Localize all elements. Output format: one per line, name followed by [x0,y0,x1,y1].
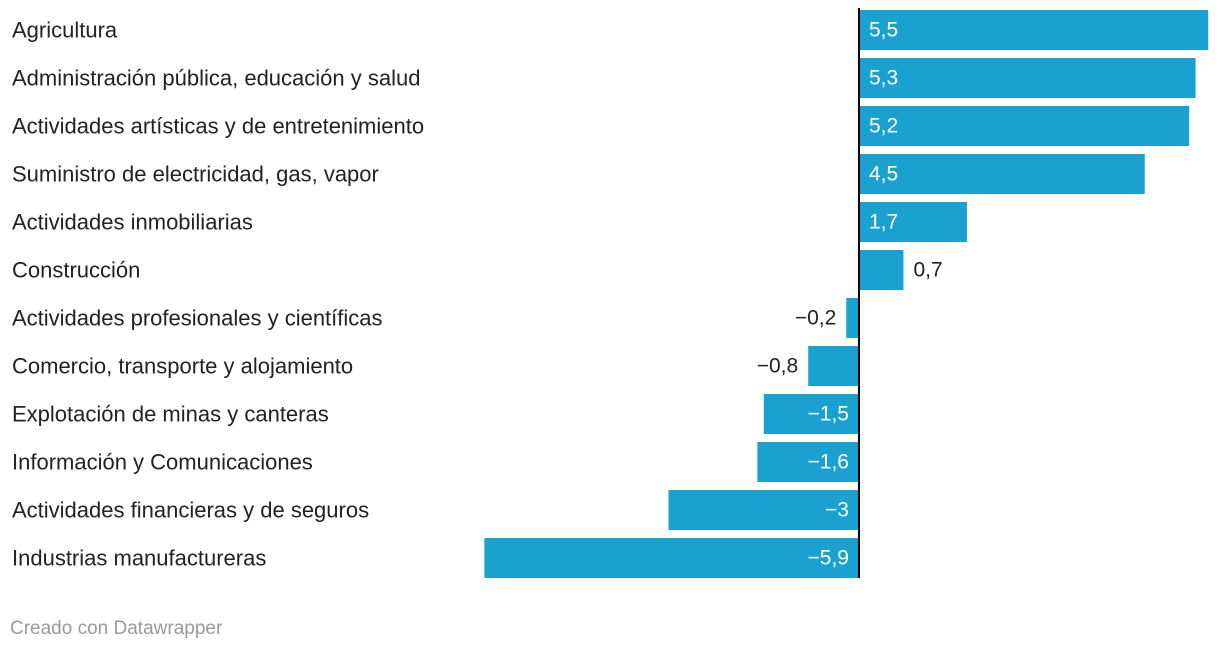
value-label: 1,7 [869,211,898,234]
bar [808,346,859,386]
bar [859,202,967,242]
value-label: 5,3 [869,67,898,90]
bar [859,250,904,290]
bar [859,10,1209,50]
bar [668,490,859,530]
category-label: Actividades inmobiliarias [12,210,253,235]
value-label: 0,7 [913,259,942,282]
bar [757,442,859,482]
category-label: Comercio, transporte y alojamiento [12,354,353,379]
bar [859,58,1196,98]
value-label: −0,8 [757,355,798,378]
category-label: Agricultura [12,18,118,43]
category-label: Actividades financieras y de seguros [12,498,369,523]
category-label: Información y Comunicaciones [12,450,313,475]
category-label: Construcción [12,258,140,283]
datawrapper-credit: Creado con Datawrapper [10,618,223,639]
bar-chart: Agricultura 5,5 Administración pública, ed… [12,8,1209,578]
bar [763,394,859,434]
value-label: −1,5 [808,403,849,426]
value-label: −5,9 [808,547,849,570]
category-label: Administración pública, educación y salu… [12,66,420,91]
category-label: Actividades profesionales y científicas [12,306,383,331]
bar [484,538,859,578]
value-label: 5,5 [869,19,898,42]
value-label: 5,2 [869,115,898,138]
value-label: −0,2 [795,307,836,330]
category-label: Actividades artísticas y de entretenimie… [12,114,424,139]
category-label: Suministro de electricidad, gas, vapor [12,162,379,187]
bar [859,154,1145,194]
value-label: 4,5 [869,163,898,186]
category-label: Industrias manufactureras [12,546,266,571]
value-label: −3 [825,499,849,522]
category-label: Explotación de minas y canteras [12,402,329,427]
bar [846,298,859,338]
value-label: −1,6 [808,451,849,474]
bar [859,106,1190,146]
